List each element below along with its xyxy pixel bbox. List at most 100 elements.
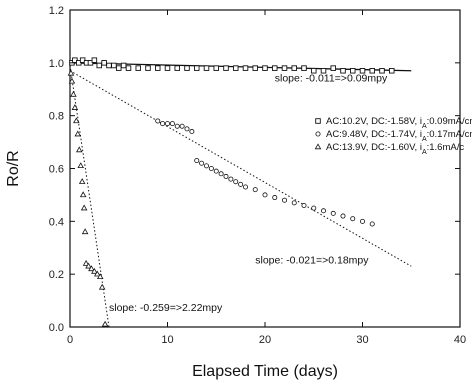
triangle-marker <box>98 283 106 290</box>
square-marker <box>125 65 132 71</box>
circle-marker <box>228 176 234 182</box>
legend-entry: AC:13.9V, DC:-1.60V, iA:1.6mA/c <box>326 142 464 156</box>
series-triangle <box>67 69 109 327</box>
x-tick-label: 10 <box>161 334 173 346</box>
square-marker <box>145 65 151 71</box>
square-marker <box>281 65 288 71</box>
square-marker <box>213 65 219 71</box>
square-marker <box>315 118 321 124</box>
circle-marker <box>350 216 356 222</box>
plot-border <box>69 9 461 328</box>
square-marker <box>350 68 356 74</box>
square-marker <box>389 68 395 74</box>
y-tick-label: 0.6 <box>49 164 64 176</box>
circle-marker <box>301 202 307 208</box>
fit-lines <box>69 62 412 328</box>
circle-marker <box>272 195 278 201</box>
circle-marker <box>252 187 258 193</box>
circle-marker <box>223 173 229 179</box>
circle-marker <box>213 168 219 174</box>
square-marker <box>330 65 337 71</box>
y-tick-label: 1.2 <box>49 5 64 17</box>
square-marker <box>174 65 180 71</box>
slope-annotation: slope: -0.259=>2.22mpy <box>109 302 223 314</box>
circle-marker <box>169 121 175 127</box>
square-marker <box>320 68 327 74</box>
triangle-marker <box>94 270 101 277</box>
square-marker <box>111 62 117 69</box>
triangle-marker <box>77 162 85 169</box>
square-marker <box>340 68 346 74</box>
circle-marker <box>262 192 268 198</box>
data-markers <box>67 57 395 327</box>
square-marker <box>291 65 298 71</box>
circle-marker <box>184 126 190 132</box>
triangle-marker <box>85 262 92 269</box>
x-tick-label: 40 <box>454 334 466 346</box>
x-tick-label: 20 <box>259 334 271 346</box>
circle-marker <box>174 123 180 129</box>
circle-marker <box>218 171 224 177</box>
square-marker <box>203 65 210 71</box>
square-marker <box>135 65 141 71</box>
square-marker <box>359 68 366 74</box>
triangle-marker <box>82 259 90 266</box>
triangle-marker <box>75 146 83 153</box>
slope-annotation: slope: -0.021=>0.18mpy <box>255 255 369 267</box>
square-marker <box>101 60 107 66</box>
triangle-marker <box>91 267 98 274</box>
circle-marker <box>179 123 185 129</box>
square-marker <box>164 65 171 71</box>
y-tick-label: 0.8 <box>49 111 64 123</box>
annotations: slope: -0.011=>0.09mpy slope: -0.021=>0.1… <box>109 72 388 314</box>
square-marker <box>272 65 278 71</box>
axis-ticks: 0 10 20 30 40 0.0 0.2 0.4 0.6 0.8 1.0 1.2 <box>49 5 466 346</box>
circle-marker <box>189 129 195 135</box>
legend: AC:10.2V, DC:-1.58V, iA:0.09mA/cm²AC:9.4… <box>314 116 472 156</box>
square-marker <box>96 62 102 69</box>
x-tick-label: 30 <box>356 334 368 346</box>
triangle-marker <box>74 130 82 137</box>
y-tick-label: 0.4 <box>49 216 64 228</box>
circle-marker <box>242 184 248 190</box>
circle-marker <box>320 208 326 214</box>
triangle-marker <box>78 178 86 184</box>
circle-marker <box>315 131 321 137</box>
square-marker <box>311 68 317 74</box>
square-marker <box>154 65 161 71</box>
circle-marker <box>199 160 205 166</box>
circle-marker <box>311 205 317 211</box>
circle-marker <box>164 121 170 127</box>
square-marker <box>115 65 122 71</box>
square-marker <box>232 65 239 71</box>
square-marker <box>106 62 112 69</box>
circle-marker <box>203 163 209 169</box>
square-marker <box>242 65 249 71</box>
y-axis-label: Ro/R <box>5 150 22 186</box>
square-marker <box>301 65 307 71</box>
square-marker <box>262 65 268 71</box>
series-square <box>69 57 395 74</box>
x-tick-label: 0 <box>67 334 73 346</box>
square-marker <box>193 65 200 71</box>
triangle-marker <box>71 104 79 110</box>
y-tick-label: 0.2 <box>49 269 64 281</box>
square-marker <box>223 65 229 71</box>
legend-entry: AC:9.48V, DC:-1.74V, iA:0.17mA/cm² <box>326 129 472 143</box>
circle-marker <box>291 200 297 206</box>
x-axis-label: Elapsed Time (days) <box>192 363 338 380</box>
square-marker <box>120 62 127 69</box>
slope-annotation: slope: -0.011=>0.09mpy <box>275 72 388 84</box>
triangle-marker <box>314 143 322 150</box>
square-marker <box>184 65 190 71</box>
triangle-marker <box>70 90 77 97</box>
triangle-marker <box>81 228 89 235</box>
circle-marker <box>155 118 161 124</box>
y-tick-label: 1.0 <box>49 58 64 70</box>
triangle-marker <box>67 69 75 76</box>
triangle-marker <box>80 204 88 211</box>
square-marker <box>91 57 98 63</box>
plot-frame <box>69 9 461 328</box>
square-marker <box>369 68 376 74</box>
